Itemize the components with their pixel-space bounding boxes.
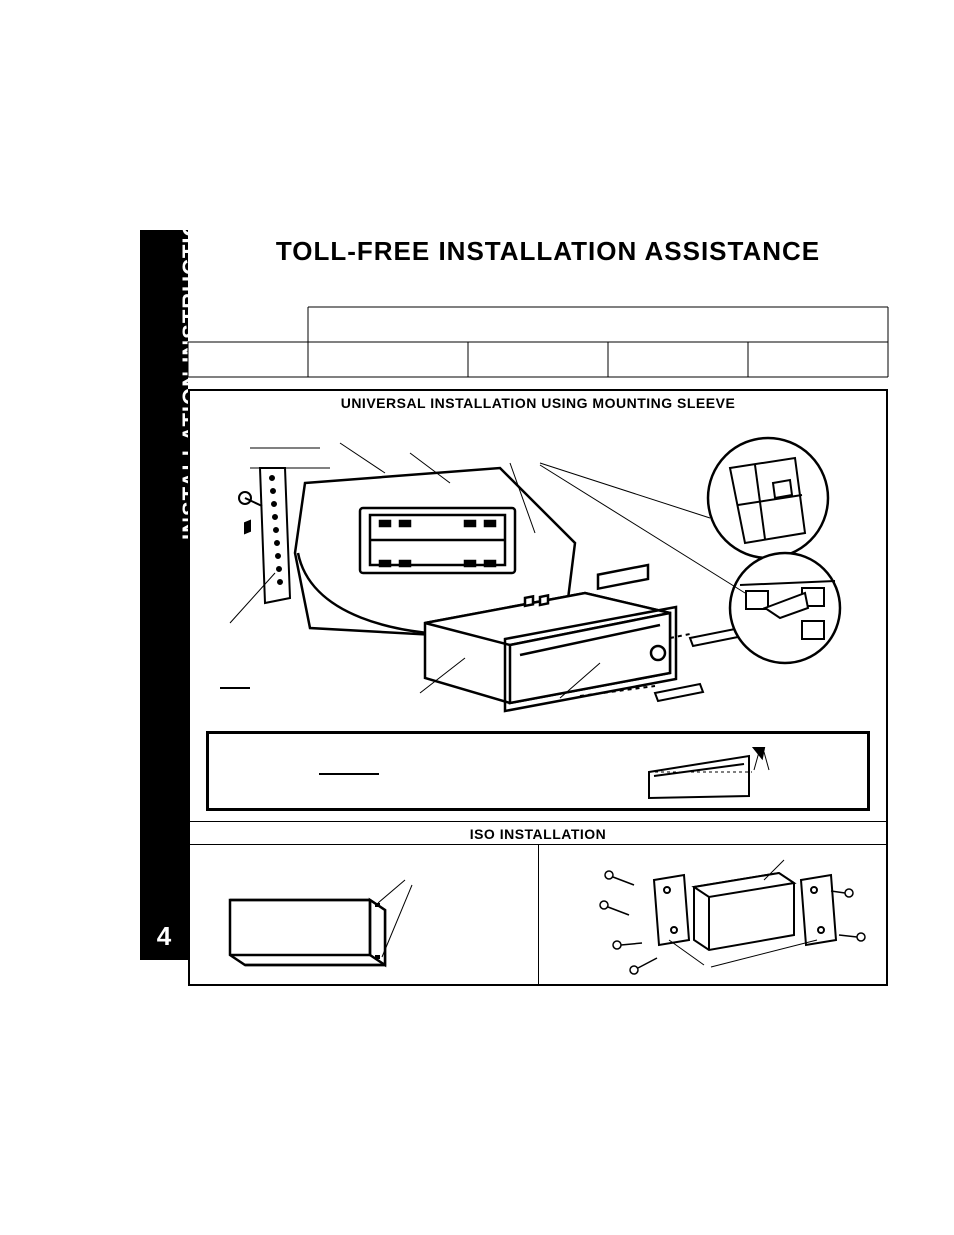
- unit-side-icon: [230, 900, 385, 965]
- detail-circle-2: [730, 553, 840, 663]
- iso-right-svg: [539, 845, 887, 983]
- universal-install-diagram: [190, 413, 886, 723]
- iso-right-panel: [539, 845, 887, 984]
- page-content: TOLL-FREE INSTALLATION ASSISTANCE UNIVER…: [188, 230, 908, 986]
- page-number: 4: [140, 921, 188, 952]
- universal-install-panel: UNIVERSAL INSTALLATION USING MOUNTING SL…: [188, 389, 888, 986]
- detail-circle-1: [708, 438, 828, 558]
- iso-left-panel: [190, 845, 539, 984]
- iso-install-header: ISO INSTALLATION: [190, 821, 886, 844]
- table-frame: [188, 307, 888, 377]
- iso-mount-icon: [654, 873, 836, 950]
- inset-svg: [209, 734, 869, 808]
- support-strap-icon: [239, 468, 290, 603]
- angle-unit-icon: [649, 748, 769, 798]
- caution-inset: [206, 731, 870, 811]
- iso-left-svg: [190, 845, 538, 983]
- page-title: TOLL-FREE INSTALLATION ASSISTANCE: [188, 236, 908, 267]
- side-label-bar: INSTALLATION INSTRUCTIONS 4: [140, 230, 188, 960]
- universal-install-header: UNIVERSAL INSTALLATION USING MOUNTING SL…: [190, 391, 886, 413]
- assistance-table: [188, 307, 888, 377]
- iso-install-row: [190, 844, 886, 984]
- universal-diagram-svg: [190, 413, 890, 723]
